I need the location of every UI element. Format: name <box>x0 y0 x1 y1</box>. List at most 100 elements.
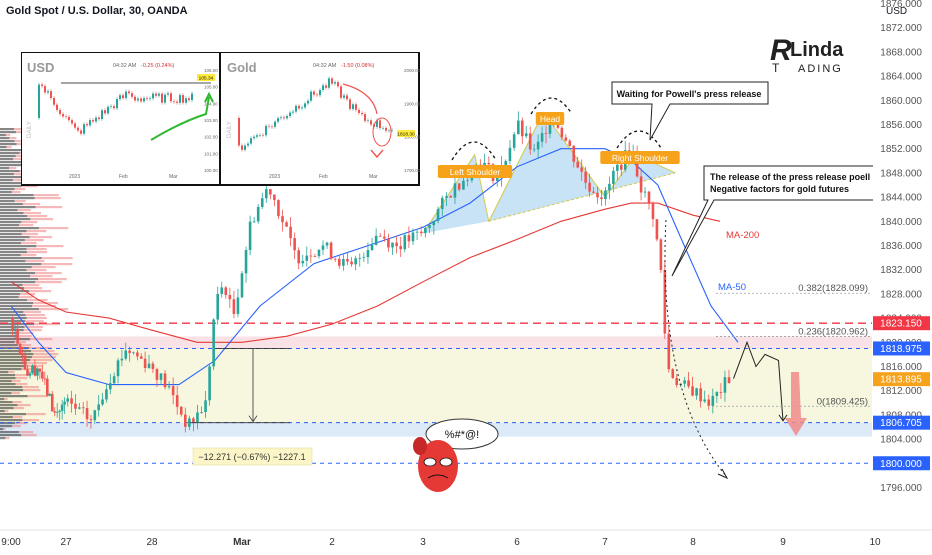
profile-bar-dark <box>0 416 13 419</box>
candle-body <box>58 410 61 412</box>
profile-bar-dark <box>0 323 35 326</box>
pattern-fill <box>423 112 676 234</box>
inset-candle <box>289 112 291 117</box>
inset-candle <box>188 98 190 101</box>
profile-bar-red <box>31 350 55 353</box>
price-tag-bg-3 <box>873 415 930 430</box>
profile-bar-red <box>17 209 31 212</box>
profile-bar-dark <box>0 386 23 389</box>
profile-bar-dark <box>0 224 20 227</box>
profile-bar-dark <box>0 287 25 290</box>
candle-body <box>143 358 147 368</box>
price-tag-bg-4 <box>873 456 930 471</box>
inset-candle <box>104 110 106 114</box>
profile-bar-dark <box>0 371 9 374</box>
candle-body <box>568 140 572 146</box>
price-axis[interactable]: USD1796.0001800.0001804.0001808.0001812.… <box>873 0 932 530</box>
profile-bar-red <box>19 224 34 227</box>
profile-bar-dark <box>0 365 24 368</box>
profile-bar-dark <box>0 398 5 401</box>
profile-bar-dark <box>0 254 21 257</box>
profile-bar-dark <box>0 134 6 137</box>
inset-candle <box>50 91 52 98</box>
release-callout-line2: Negative factors for gold futures <box>710 184 849 194</box>
profile-bar-red <box>5 437 10 440</box>
x-tick-label: 27 <box>60 537 72 548</box>
candle-body <box>321 245 325 250</box>
candle-body <box>659 239 663 271</box>
ma200-line <box>10 202 721 343</box>
candle-body <box>517 120 520 135</box>
candle-body <box>112 376 116 384</box>
inset-candle <box>298 105 300 109</box>
candle-body <box>536 141 540 150</box>
profile-bar-dark <box>0 425 12 428</box>
candle-body <box>41 371 44 379</box>
profile-bar-red <box>11 191 21 194</box>
projection-arrowhead <box>778 414 788 422</box>
x-tick-label: 6 <box>514 537 520 548</box>
candle-body <box>387 238 390 248</box>
horizontal-lines <box>0 322 872 464</box>
profile-bar-red <box>24 287 43 290</box>
profile-bar-dark <box>0 161 26 164</box>
inset-candle <box>322 85 324 91</box>
inset-candle <box>241 145 243 150</box>
character-eye-right <box>439 457 453 467</box>
inset-candle <box>62 114 64 117</box>
candle-body <box>212 319 215 367</box>
profile-bar-dark <box>0 191 12 194</box>
inset-candle <box>185 98 187 103</box>
inset-candle <box>310 91 312 101</box>
gold-trend-arrow <box>342 83 378 115</box>
candle-body <box>560 127 564 138</box>
profile-bar-dark <box>0 230 27 233</box>
profile-bar-red <box>20 434 37 437</box>
inset-candle <box>256 135 258 137</box>
profile-bar-red <box>24 326 43 329</box>
candle-body <box>711 395 715 406</box>
candle-body <box>60 404 64 411</box>
candle-body <box>596 192 599 198</box>
candle-body <box>13 328 17 331</box>
candle-body <box>366 250 370 258</box>
candle-body <box>184 414 187 427</box>
profile-bar-red <box>29 236 52 239</box>
candle-body <box>46 378 49 396</box>
price-tag-bg-2 <box>873 372 930 387</box>
label-left-shoulder: Left Shoulder <box>450 167 501 177</box>
candle-body <box>580 167 583 172</box>
inset-candle <box>388 130 390 132</box>
label-right-shoulder: Right Shoulder <box>612 153 668 163</box>
profile-bar-dark <box>0 278 39 281</box>
candle-body <box>354 258 357 265</box>
inset-candle <box>131 93 133 97</box>
profile-bar-dark <box>0 128 15 131</box>
inset-candle <box>170 93 172 102</box>
candle-body <box>269 189 272 195</box>
profile-bar-dark <box>0 338 30 341</box>
inset-time: 04:32 AM <box>113 63 137 69</box>
inset-candle <box>38 84 40 118</box>
candle-body <box>285 222 288 227</box>
inset-change: -1.50 (0.08%) <box>341 63 374 69</box>
candle-body <box>50 393 54 412</box>
usd-trend-arrowhead <box>204 91 214 103</box>
profile-bar-dark <box>0 194 34 197</box>
inset-candle <box>89 120 91 126</box>
time-axis[interactable]: 9:00 27 28 Mar 2 3 6 7 8 9 10 <box>0 529 932 548</box>
inset-candle <box>244 145 246 150</box>
candle-body <box>707 399 711 406</box>
candle-body <box>719 392 723 393</box>
inset-candle <box>56 104 58 110</box>
inset-candle <box>277 118 279 122</box>
inset-candle <box>262 135 264 136</box>
profile-bar-dark <box>0 392 12 395</box>
profile-bar-red <box>24 320 44 323</box>
profile-bar-dark <box>0 431 19 434</box>
profile-bar-red <box>15 383 28 386</box>
inset-candle <box>364 114 366 121</box>
inset-x-tick: Feb <box>119 174 128 180</box>
candle-body <box>188 418 191 427</box>
